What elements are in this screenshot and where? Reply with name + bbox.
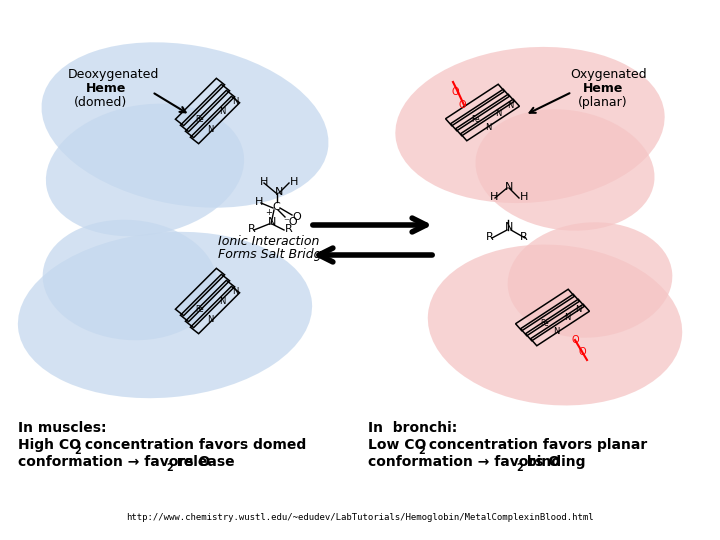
Text: N: N xyxy=(507,100,513,110)
Text: H: H xyxy=(255,197,264,207)
Text: N: N xyxy=(553,327,559,336)
Text: 2: 2 xyxy=(516,463,523,473)
Text: N: N xyxy=(207,315,213,325)
Text: Heme: Heme xyxy=(86,82,127,95)
Text: H: H xyxy=(520,192,528,202)
Text: In muscles:: In muscles: xyxy=(18,421,107,435)
Text: Oxygenated: Oxygenated xyxy=(570,68,647,81)
Ellipse shape xyxy=(42,220,217,340)
Text: N: N xyxy=(232,98,238,106)
Ellipse shape xyxy=(18,232,312,398)
Text: N: N xyxy=(207,125,213,134)
Text: C: C xyxy=(272,202,280,212)
Text: O: O xyxy=(578,347,586,357)
Text: O: O xyxy=(292,212,301,222)
Text: R: R xyxy=(248,224,256,234)
Text: ⁻O: ⁻O xyxy=(283,217,297,227)
Text: concentration favors domed: concentration favors domed xyxy=(80,438,306,452)
Ellipse shape xyxy=(46,104,244,237)
Text: http://www.chemistry.wustl.edu/~edudev/LabTutorials/Hemoglobin/MetalComplexinBlo: http://www.chemistry.wustl.edu/~edudev/L… xyxy=(126,513,594,522)
Text: N: N xyxy=(485,123,491,132)
Text: In  bronchi:: In bronchi: xyxy=(368,421,457,435)
Text: N: N xyxy=(219,298,225,307)
Text: Fe: Fe xyxy=(541,320,549,328)
Text: H: H xyxy=(260,177,269,187)
Text: High CO: High CO xyxy=(18,438,81,452)
Text: 2: 2 xyxy=(74,446,81,456)
Text: (planar): (planar) xyxy=(578,96,628,109)
Text: R: R xyxy=(520,232,528,242)
Text: Forms Salt Bridge: Forms Salt Bridge xyxy=(218,248,329,261)
Text: N: N xyxy=(564,314,570,322)
Text: N: N xyxy=(505,182,513,192)
Text: 2: 2 xyxy=(166,463,173,473)
Text: O: O xyxy=(458,100,466,110)
Text: Ionic Interaction: Ionic Interaction xyxy=(218,235,320,248)
Text: N: N xyxy=(232,287,238,296)
Text: concentration favors planar: concentration favors planar xyxy=(424,438,647,452)
Text: O: O xyxy=(451,87,459,97)
Text: (domed): (domed) xyxy=(74,96,127,109)
Text: Low CO: Low CO xyxy=(368,438,426,452)
Text: Heme: Heme xyxy=(583,82,624,95)
Text: N: N xyxy=(219,107,225,117)
Text: binding: binding xyxy=(522,455,585,469)
Ellipse shape xyxy=(395,47,665,203)
Text: Fe: Fe xyxy=(196,116,204,125)
Text: H: H xyxy=(290,177,298,187)
Text: Fe: Fe xyxy=(196,306,204,314)
Text: O: O xyxy=(571,335,579,345)
Text: conformation → favors O: conformation → favors O xyxy=(368,455,560,469)
Text: +: + xyxy=(265,208,272,217)
Ellipse shape xyxy=(428,245,683,406)
Text: N: N xyxy=(495,109,501,118)
Text: N: N xyxy=(505,222,513,232)
Text: H: H xyxy=(490,192,498,202)
Text: R: R xyxy=(486,232,494,242)
Text: release: release xyxy=(172,455,235,469)
Text: conformation → favors O: conformation → favors O xyxy=(18,455,210,469)
Text: N: N xyxy=(275,187,284,197)
Text: N: N xyxy=(575,306,581,314)
Text: 2: 2 xyxy=(418,446,425,456)
Text: N: N xyxy=(268,217,276,227)
Ellipse shape xyxy=(42,42,328,208)
Text: Deoxygenated: Deoxygenated xyxy=(68,68,159,81)
Ellipse shape xyxy=(508,222,672,338)
Ellipse shape xyxy=(475,109,654,231)
Text: R: R xyxy=(285,224,293,234)
Text: Fe: Fe xyxy=(472,116,480,125)
